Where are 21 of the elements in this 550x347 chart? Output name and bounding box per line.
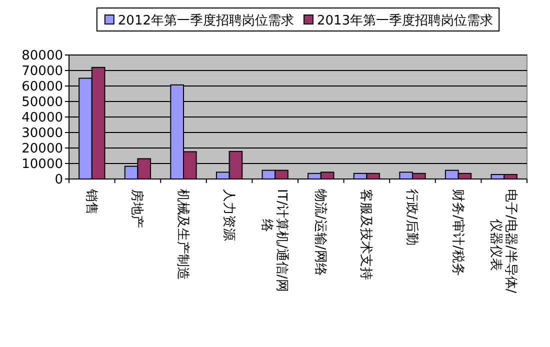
legend-label: 2012年第一季度招聘岗位需求 [118, 12, 294, 28]
y-tick-label: 80000 [22, 48, 63, 64]
x-tick-label: 房地产 [129, 189, 146, 228]
x-tick-label: 物流/运输/网络 [312, 189, 328, 276]
y-tick-label: 20000 [22, 142, 63, 156]
y-tick-label: 70000 [22, 64, 63, 79]
x-tick-label: 电子/电器/半导体/仪器仪表 [488, 189, 518, 294]
y-tick-label: 30000 [22, 126, 63, 141]
y-tick-label: 10000 [22, 157, 63, 172]
y-tick-label: 0 [54, 172, 63, 188]
x-tick-label: 机械及生产制造 [175, 189, 190, 280]
x-tick-label: 客服及技术支持 [358, 189, 374, 280]
x-tick-label: 销售 [83, 188, 98, 215]
x-tick-label: 财务/审计/税务 [450, 189, 466, 276]
y-tick-label: 60000 [22, 80, 63, 94]
x-tick-label: 人力资源 [220, 189, 236, 241]
y-tick-label: 50000 [22, 95, 63, 110]
y-tick-label: 40000 [22, 110, 63, 126]
x-tick-label: IT/计算机/通信/网络 [259, 189, 290, 292]
x-tick-label: 行政/后勤 [404, 189, 419, 246]
legend-label: 2013年第一季度招聘岗位需求 [317, 12, 494, 28]
